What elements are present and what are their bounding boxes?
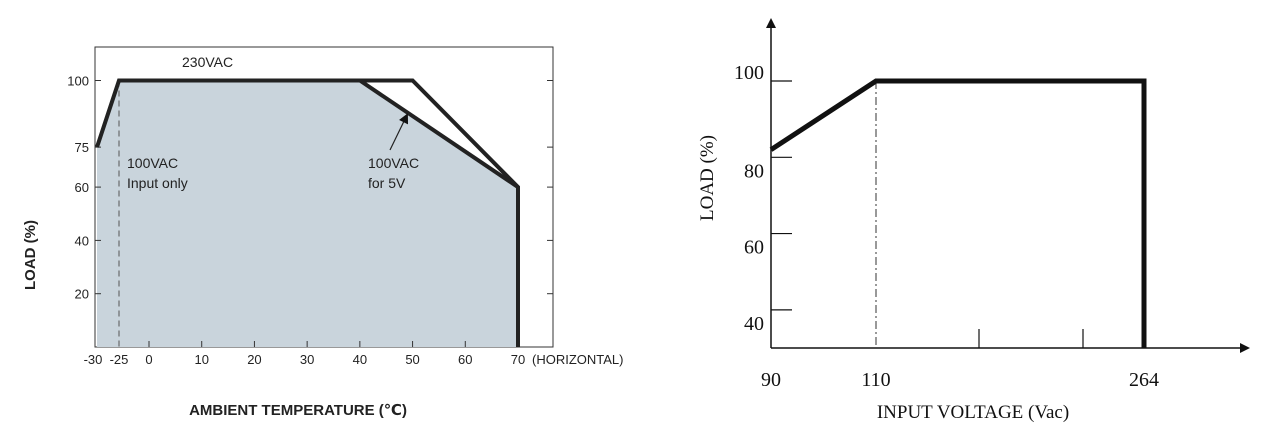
chart2-x-tick-label: 110 — [861, 369, 890, 391]
chart2-y-tick-label: 100 — [734, 62, 764, 84]
chart2-y-tick-label: 80 — [744, 160, 764, 182]
chart1-x-ticks: -30 -25 0 10 20 30 40 50 60 70 — [84, 341, 525, 367]
chart1-series-230vac — [95, 78, 520, 347]
chart2-x-tick-label: 90 — [761, 369, 781, 391]
chart1-x-tick-label: 70 — [511, 352, 525, 367]
chart1-x-tick-label: -25 — [110, 352, 129, 367]
chart2-y-axis-label: LOAD (%) — [697, 135, 718, 221]
chart2-y-ticks: 40 60 80 100 — [734, 62, 792, 335]
chart2-x-axis-label: INPUT VOLTAGE (Vac) — [877, 402, 1069, 423]
chart1-series-100vac-5v — [358, 78, 520, 189]
chart1-x-tick-label: 10 — [194, 352, 208, 367]
chart1-label-for-5v: for 5V — [368, 175, 406, 191]
chart2-load-curve — [769, 78, 1147, 348]
chart1-label-input-only: Input only — [127, 175, 188, 191]
chart2-x-tick-label: 264 — [1129, 369, 1159, 391]
temperature-derating-chart: 20 40 60 75 100 -30 -25 0 10 20 30 40 50 60 70 230VAC… — [22, 46, 623, 419]
chart1-x-tick-label: 30 — [300, 352, 314, 367]
chart1-fill-area — [97, 80, 518, 347]
chart1-label-230vac: 230VAC — [182, 54, 233, 70]
chart1-y-tick-label: 40 — [75, 233, 89, 248]
chart1-annotation-pointer — [389, 113, 409, 151]
chart1-label-100vac-5v: 100VAC — [368, 155, 419, 171]
chart1-x-tick-label: 50 — [405, 352, 419, 367]
chart1-x-tick-label: 0 — [145, 352, 152, 367]
chart1-y-ticks: 20 40 60 75 100 — [67, 74, 553, 302]
chart1-x-tick-label: -30 — [84, 352, 103, 367]
chart1-x-tick-label: 60 — [458, 352, 472, 367]
chart1-y-tick-label: 100 — [67, 74, 89, 89]
chart1-label-100vac-input: 100VAC — [127, 155, 178, 171]
chart1-x-axis-label: AMBIENT TEMPERATURE (℃) — [189, 402, 407, 419]
chart1-y-tick-label: 20 — [75, 287, 89, 302]
chart1-x-tick-label: 40 — [353, 352, 367, 367]
chart1-x-tick-label: 20 — [247, 352, 261, 367]
chart2-x-ticks: 90 110 264 — [761, 369, 1159, 391]
chart1-y-tick-label: 75 — [75, 140, 89, 155]
chart2-y-tick-label: 60 — [744, 237, 764, 259]
chart1-y-axis-label: LOAD (%) — [22, 220, 39, 290]
chart1-y-tick-label: 60 — [75, 180, 89, 195]
chart1-x-suffix: (HORIZONTAL) — [532, 352, 623, 367]
input-voltage-derating-chart: 40 60 80 100 90 110 264 INPUT VOLTAGE (Vac) L… — [697, 18, 1250, 423]
chart2-y-tick-label: 40 — [744, 313, 764, 335]
